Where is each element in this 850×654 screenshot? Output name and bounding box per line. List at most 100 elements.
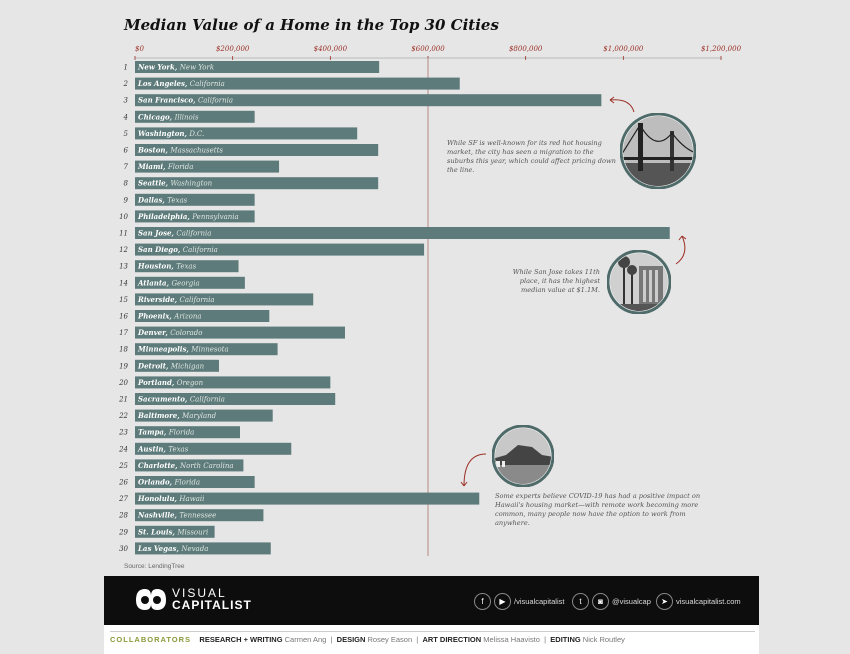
bar xyxy=(135,326,345,339)
city-name: Chicago, xyxy=(138,112,175,121)
city-name: Nashville, xyxy=(137,511,179,520)
city-label: Honolulu, Hawaii xyxy=(137,494,204,503)
city-name: San Jose, xyxy=(138,229,176,238)
city-name: Atlanta, xyxy=(137,278,171,287)
city-name: Philadelphia, xyxy=(137,212,192,221)
city-name: Seattle, xyxy=(138,179,171,188)
state-name: Texas xyxy=(168,445,188,453)
state-name: California xyxy=(190,396,225,404)
city-label: Baltimore, Maryland xyxy=(137,411,217,420)
city-label: Boston, Massachusetts xyxy=(137,146,223,155)
city-name: Sacramento, xyxy=(138,395,190,404)
state-name: Florida xyxy=(168,429,195,437)
state-name: California xyxy=(180,296,215,304)
state-name: Arizona xyxy=(173,313,201,321)
rank-label: 28 xyxy=(118,512,128,520)
twitter-link[interactable]: t xyxy=(572,592,592,610)
city-name: New York, xyxy=(137,63,180,72)
annotation-sf: While SF is well-known for its red hot h… xyxy=(447,139,616,174)
state-name: Florida xyxy=(167,163,194,171)
instagram-link[interactable]: ◙ @visualcap xyxy=(592,592,651,610)
city-label: Dallas, Texas xyxy=(137,195,188,204)
city-name: Denver, xyxy=(137,328,170,337)
facebook-link[interactable]: f xyxy=(474,592,494,610)
city-label: Las Vegas, Nevada xyxy=(137,544,208,553)
bar xyxy=(135,310,270,322)
state-name: Maryland xyxy=(181,412,217,420)
bar xyxy=(135,343,278,356)
rank-label: 13 xyxy=(119,263,128,271)
rank-label: 11 xyxy=(119,230,128,238)
san-jose-photo xyxy=(607,250,671,314)
bar xyxy=(135,227,670,239)
rank-label: 2 xyxy=(123,80,129,88)
city-label: Phoenix, Arizona xyxy=(137,312,202,321)
rank-label: 17 xyxy=(119,329,128,337)
credit-name-research: Carmen Ang xyxy=(284,635,327,644)
state-name: California xyxy=(190,80,225,88)
bar xyxy=(135,409,273,422)
state-name: California xyxy=(176,230,211,238)
city-name: San Diego, xyxy=(138,245,183,254)
state-name: Nevada xyxy=(180,545,208,553)
city-name: Charlotte, xyxy=(138,461,180,470)
rank-label: 6 xyxy=(124,147,129,155)
bar xyxy=(135,276,245,289)
rank-label: 30 xyxy=(119,545,128,553)
rank-label: 24 xyxy=(118,445,128,453)
rank-label: 29 xyxy=(118,528,128,536)
annotation-honolulu: Some experts believe COVID-19 has had a … xyxy=(495,492,701,527)
rank-label: 14 xyxy=(119,279,128,287)
bar xyxy=(135,193,255,206)
bar xyxy=(135,492,480,505)
facebook-icon: f xyxy=(474,592,491,610)
rank-label: 3 xyxy=(124,97,129,105)
instagram-icon: ◙ xyxy=(592,592,609,610)
rank-label: 12 xyxy=(119,246,128,254)
rank-label: 26 xyxy=(118,479,128,487)
city-name: Minneapolis, xyxy=(137,345,191,354)
credit-role-design: DESIGN xyxy=(336,635,366,644)
credit-name-editing: Nick Routley xyxy=(582,635,625,644)
city-name: Washington, xyxy=(138,129,189,138)
state-name: Georgia xyxy=(171,279,199,287)
state-name: Hawaii xyxy=(178,495,204,503)
brand-line-2: CAPITALIST xyxy=(172,598,252,612)
state-name: California xyxy=(183,246,218,254)
state-name: Washington xyxy=(171,180,213,188)
state-name: California xyxy=(198,97,233,105)
annotation-arrow-sf xyxy=(609,96,635,113)
city-name: Honolulu, xyxy=(137,494,179,503)
state-name: Texas xyxy=(167,196,187,204)
credit-role-research: RESEARCH + WRITING xyxy=(199,635,283,644)
city-label: Miami, Florida xyxy=(137,162,193,171)
brand-wordmark[interactable]: VISUAL CAPITALIST xyxy=(172,587,252,611)
state-name: New York xyxy=(179,64,214,72)
bar xyxy=(135,127,358,140)
golden-gate-photo xyxy=(620,113,696,189)
city-name: Austin, xyxy=(137,444,168,453)
x-tick-label: $400,000 xyxy=(314,45,348,53)
rank-label: 25 xyxy=(118,462,128,470)
bar xyxy=(135,542,271,555)
city-label: Denver, Colorado xyxy=(137,328,202,337)
state-name: Michigan xyxy=(170,362,205,370)
youtube-link[interactable]: ▶ /visualcapitalist xyxy=(494,592,564,610)
state-name: North Carolina xyxy=(179,462,233,470)
rank-label: 23 xyxy=(118,429,128,437)
bar xyxy=(135,293,314,306)
x-tick-label: $1,000,000 xyxy=(603,45,644,53)
city-label: Atlanta, Georgia xyxy=(137,278,200,287)
youtube-handle: /visualcapitalist xyxy=(514,596,565,606)
rank-label: 22 xyxy=(118,412,128,420)
bar xyxy=(135,376,331,389)
city-name: Boston, xyxy=(137,146,170,155)
city-name: Riverside, xyxy=(137,295,180,304)
website-link[interactable]: ➤ visualcapitalist.com xyxy=(656,592,741,610)
state-name: D.C. xyxy=(188,130,204,138)
collaborators-divider xyxy=(110,631,755,632)
city-name: Baltimore, xyxy=(137,411,182,420)
city-label: Houston, Texas xyxy=(137,262,197,271)
visual-capitalist-logo-icon xyxy=(136,589,166,610)
bar xyxy=(135,442,292,455)
